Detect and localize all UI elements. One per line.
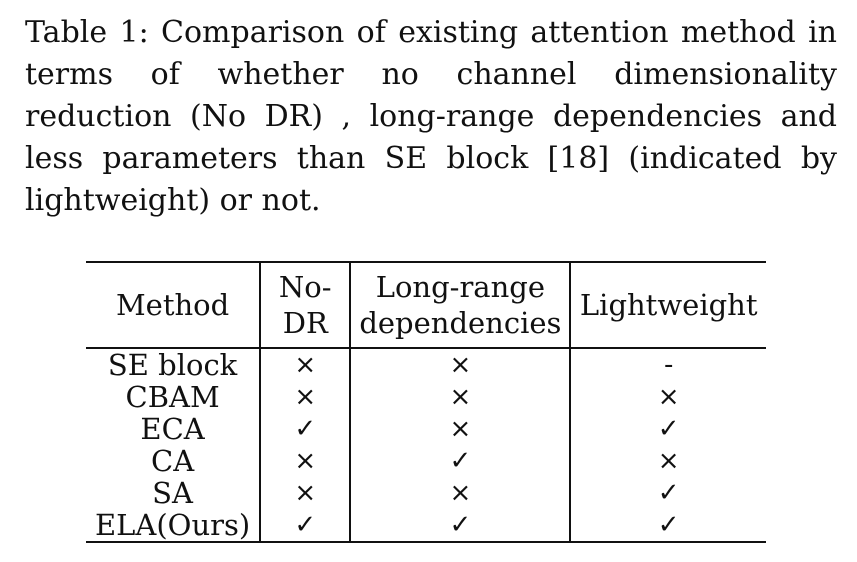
cell-long-range: ×	[350, 381, 572, 413]
cell-no-dr: ×	[260, 348, 352, 381]
cell-long-range: ✓	[350, 509, 572, 542]
table-row: SE block × × -	[86, 348, 766, 381]
table-caption: Table 1: Comparison of existing attentio…	[25, 15, 837, 218]
table-row: CBAM × × ×	[86, 381, 766, 413]
cell-no-dr: ×	[260, 445, 352, 477]
cell-method: SE block	[86, 348, 262, 381]
cell-lightweight: ✓	[657, 478, 680, 508]
cell-lightweight: ×	[657, 382, 680, 412]
header-no-dr: No-DR	[260, 262, 352, 348]
cell-method: CBAM	[86, 381, 262, 413]
cell-no-dr: ✓	[260, 509, 352, 542]
cell-long-range: ×	[350, 477, 572, 509]
table-row: ELA(Ours) ✓ ✓ ✓	[86, 509, 766, 542]
cell-method: ELA(Ours)	[86, 509, 262, 542]
table-row: ECA ✓ × ✓	[86, 413, 766, 445]
cell-lightweight: -	[664, 350, 674, 380]
cell-long-range: ×	[350, 348, 572, 381]
cell-long-range: ×	[350, 413, 572, 445]
cell-method: ECA	[86, 413, 262, 445]
header-long-range: Long-range dependencies	[350, 262, 572, 348]
table-header-row: Method No-DR Long-range dependencies Lig…	[86, 262, 766, 348]
header-long-range-line1: Long-range	[375, 270, 546, 304]
cell-lightweight: ✓	[657, 510, 680, 540]
header-method: Method	[86, 262, 262, 348]
comparison-table: Method No-DR Long-range dependencies Lig…	[86, 261, 766, 543]
cell-no-dr: ×	[260, 477, 352, 509]
cell-method: CA	[86, 445, 262, 477]
comparison-table-container: Method No-DR Long-range dependencies Lig…	[86, 261, 766, 543]
cell-lightweight: ✓	[657, 414, 680, 444]
header-lightweight: Lightweight	[579, 288, 758, 322]
cell-long-range: ✓	[350, 445, 572, 477]
table-row: CA × ✓ ×	[86, 445, 766, 477]
cell-lightweight: ×	[657, 446, 680, 476]
table-row: SA × × ✓	[86, 477, 766, 509]
cell-method: SA	[86, 477, 262, 509]
cell-no-dr: ✓	[260, 413, 352, 445]
cell-no-dr: ×	[260, 381, 352, 413]
header-long-range-line2: dependencies	[359, 306, 562, 340]
